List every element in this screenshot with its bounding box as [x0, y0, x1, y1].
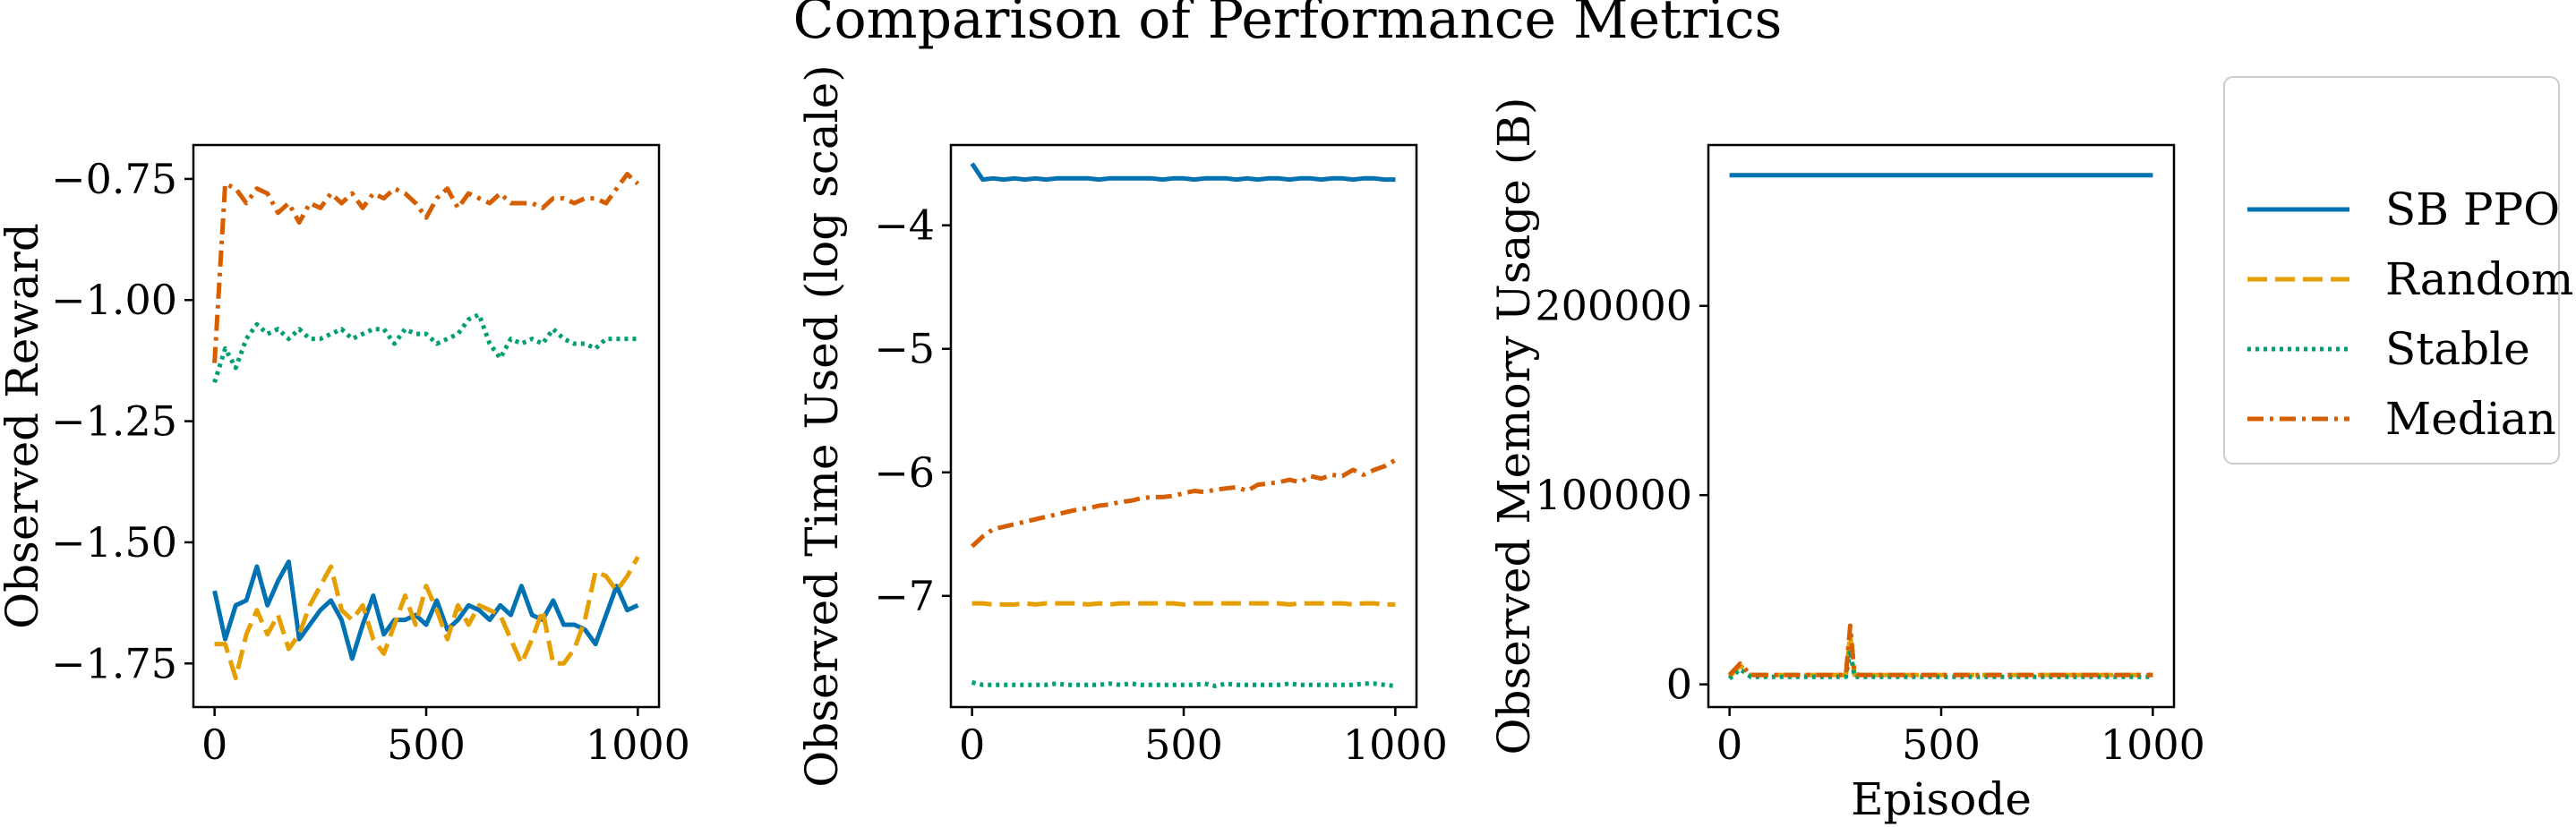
- x-tick-label: 0: [959, 720, 985, 769]
- y-tick-label: 0: [1666, 661, 1692, 709]
- y-tick-label: −5: [874, 325, 935, 373]
- y-tick-label: 100000: [1535, 471, 1692, 519]
- series-line-random: [1727, 633, 2153, 678]
- x-tick-label: 0: [1716, 720, 1742, 769]
- series-line-sb-ppo: [212, 559, 639, 661]
- x-tick-label: 1000: [2101, 720, 2205, 769]
- series-line-median: [970, 457, 1397, 549]
- series-line-random: [214, 555, 640, 680]
- legend: SB PPO Random Stable Median: [2223, 76, 2573, 465]
- series-line-stable: [971, 679, 1396, 688]
- figure-title: Comparison of Performance Metrics: [793, 0, 1783, 51]
- x-tick-label: 0: [201, 720, 227, 769]
- x-axis-label: Episode: [1851, 773, 2032, 825]
- y-tick-label: −1.50: [51, 518, 177, 567]
- plot-frame: [1707, 143, 2176, 709]
- reward-subplot: 0 500 1000 −1.75 −1.50 −1.25 −1.00 −0.75Observe…: [0, 143, 690, 769]
- y-tick-label: −0.75: [51, 155, 177, 203]
- plot-frame: [949, 143, 1418, 709]
- x-tick-label: 500: [1902, 720, 1981, 769]
- y-tick-label: −1.25: [51, 397, 177, 446]
- legend-label: Stable: [2385, 323, 2530, 375]
- legend-label: SB PPO: [2385, 183, 2560, 235]
- y-tick-label: −1.75: [51, 639, 177, 687]
- y-tick-label: −7: [874, 572, 935, 620]
- x-tick-label: 1000: [1343, 720, 1448, 769]
- y-tick-label: −4: [874, 201, 935, 250]
- y-axis-label: Observed Reward: [0, 223, 48, 629]
- series-line-stable: [212, 312, 638, 384]
- legend-box: [2223, 76, 2560, 465]
- y-tick-label: 200000: [1535, 282, 1692, 330]
- series-line-median: [212, 172, 640, 363]
- legend-label: Median: [2385, 393, 2556, 445]
- series-line-median: [1727, 623, 2153, 678]
- x-tick-label: 1000: [586, 720, 690, 769]
- time-subplot: 0 500 1000 −7 −6 −5 −4 Observed Time Used (log …: [796, 64, 1448, 787]
- y-axis-label: Observed Time Used (log scale): [796, 64, 848, 787]
- y-tick-label: −6: [874, 448, 935, 497]
- x-tick-label: 500: [1144, 720, 1223, 769]
- x-tick-label: 500: [387, 720, 466, 769]
- legend-label: Random: [2385, 253, 2573, 305]
- y-tick-label: −1.00: [51, 276, 177, 324]
- y-axis-label: Observed Memory Usage (B): [1488, 97, 1540, 755]
- series-line-random: [971, 601, 1396, 607]
- series-line-sb-ppo: [970, 162, 1396, 183]
